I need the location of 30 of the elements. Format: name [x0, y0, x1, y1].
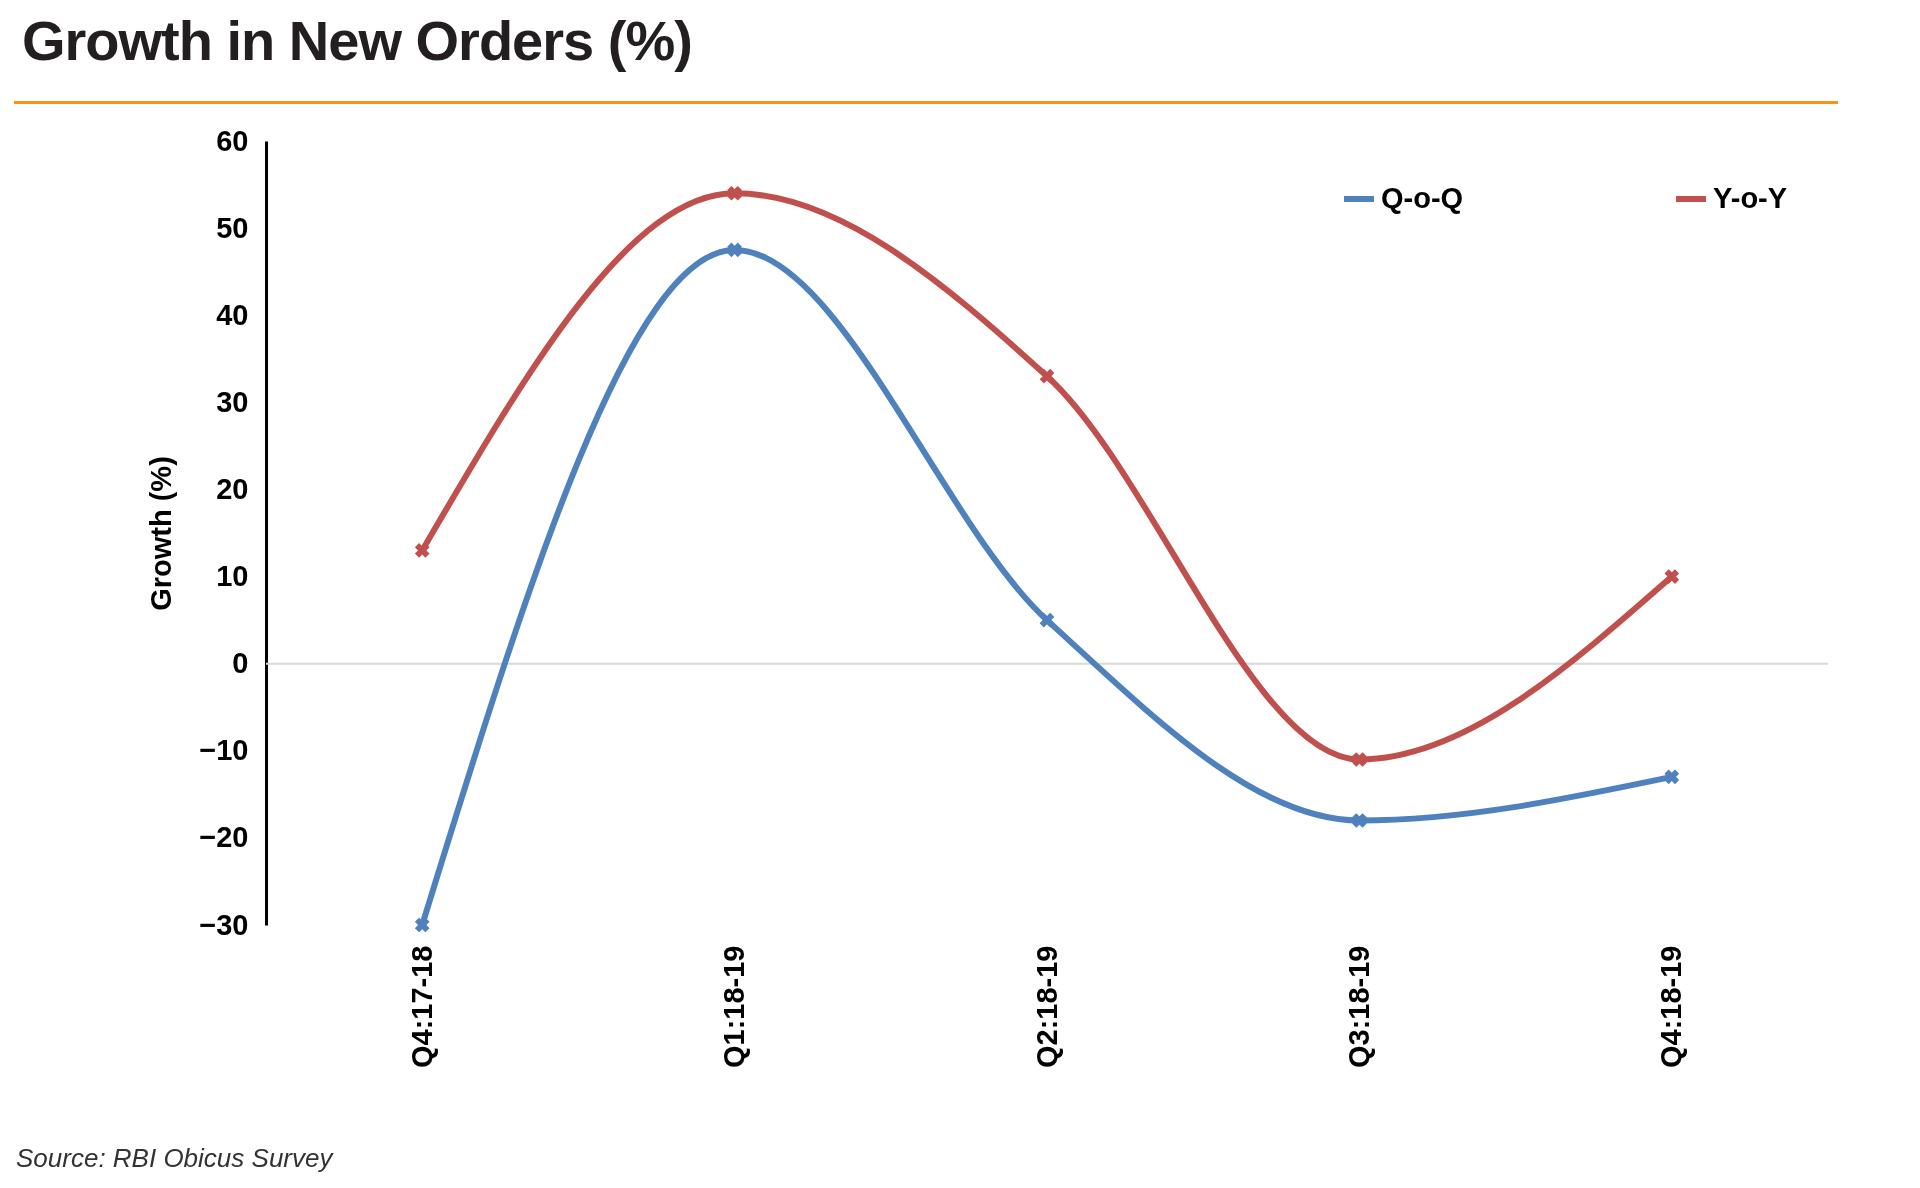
- y-tick-label: 0: [232, 647, 249, 680]
- y-tick-label: −20: [199, 821, 249, 854]
- x-tick-label: Q4:17-18: [405, 945, 438, 1069]
- point: [727, 185, 742, 201]
- chart-title: Growth in New Orders (%): [22, 8, 692, 73]
- point: [1039, 368, 1055, 384]
- y-tick-label: 20: [216, 472, 249, 505]
- x-tick-label: Q2:18-19: [1030, 945, 1063, 1069]
- point: [1664, 569, 1680, 584]
- y-tick-label: 40: [216, 298, 249, 331]
- point: [1352, 752, 1367, 767]
- legend-label: Q-o-Q: [1381, 182, 1464, 214]
- y-tick-label: −10: [199, 734, 249, 767]
- point: [1039, 612, 1055, 628]
- x-tick-label: Q4:18-19: [1655, 945, 1688, 1069]
- y-tick-label: 30: [216, 385, 249, 418]
- y-axis-title: Growth (%): [145, 456, 178, 611]
- legend-label: Y-o-Y: [1713, 182, 1788, 214]
- point: [414, 917, 430, 933]
- point: [727, 242, 742, 258]
- y-tick-label: 50: [216, 211, 249, 244]
- x-tick-label: Q1:18-19: [718, 945, 751, 1069]
- source-note: Source: RBI Obicus Survey: [16, 1143, 333, 1174]
- point: [1664, 769, 1680, 785]
- point: [1352, 813, 1367, 828]
- y-tick-label: 10: [216, 560, 249, 593]
- x-tick-label: Q3:18-19: [1342, 945, 1375, 1069]
- y-tick-label: −30: [199, 908, 249, 941]
- point: [414, 543, 430, 558]
- y-tick-label: 60: [216, 124, 249, 157]
